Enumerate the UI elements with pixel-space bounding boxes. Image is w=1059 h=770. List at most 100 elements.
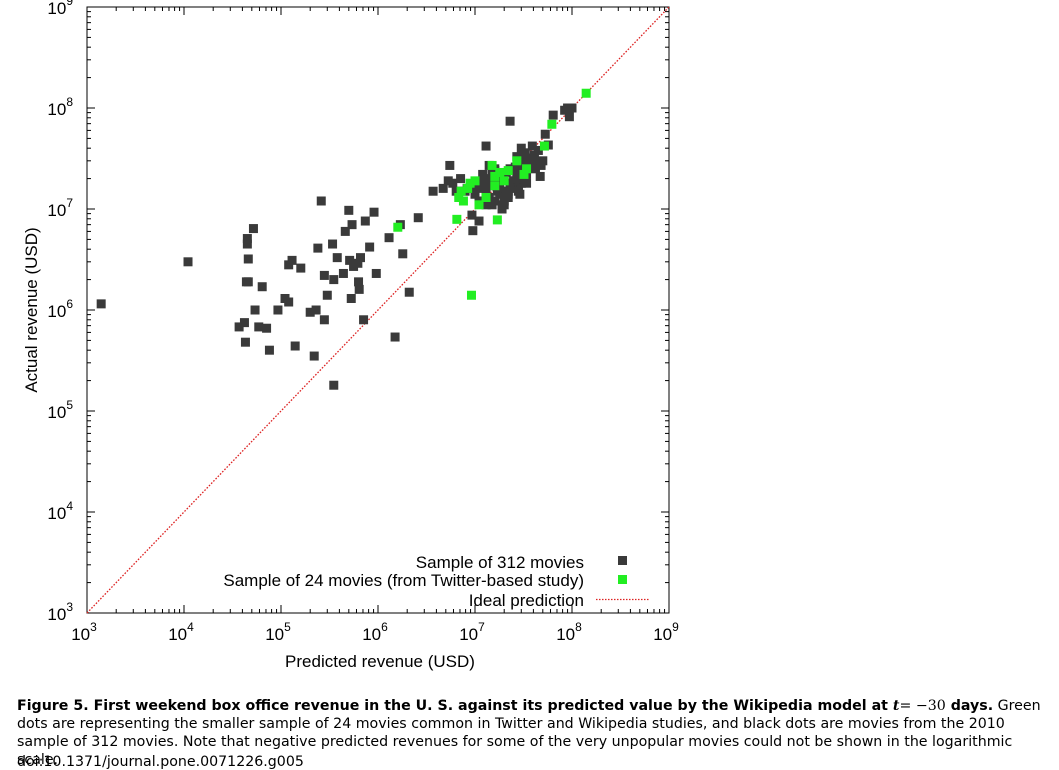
data-point-sample-312 <box>484 181 494 191</box>
data-point-sample-312 <box>340 226 350 236</box>
data-point-sample-312 <box>242 239 252 249</box>
data-point-sample-312 <box>329 275 339 285</box>
data-point-sample-312 <box>513 174 523 184</box>
data-point-sample-24 <box>463 183 473 193</box>
figure-caption: Figure 5. First weekend box office reven… <box>17 697 1053 769</box>
y-axis-label: Actual revenue (USD) <box>22 227 41 392</box>
data-point-sample-312 <box>467 210 477 220</box>
legend-label-sample-24: Sample of 24 movies (from Twitter-based … <box>223 571 584 590</box>
doi-link[interactable]: doi:10.1371/journal.pone.0071226.g005 <box>17 754 304 770</box>
data-point-sample-312 <box>404 287 414 297</box>
legend: Sample of 312 movies Sample of 24 movies… <box>223 553 650 610</box>
data-point-sample-312 <box>250 305 260 315</box>
data-point-sample-312 <box>509 166 519 176</box>
data-point-sample-24 <box>490 171 500 181</box>
y-tick-label: 106 <box>47 297 73 321</box>
data-point-sample-312 <box>313 243 323 253</box>
data-point-sample-312 <box>474 216 484 226</box>
data-point-sample-24 <box>512 156 522 166</box>
data-point-sample-24 <box>458 196 468 206</box>
data-point-sample-24 <box>487 160 497 170</box>
data-point-sample-312 <box>538 156 548 166</box>
data-point-sample-312 <box>240 337 250 347</box>
data-point-sample-312 <box>548 110 558 120</box>
data-point-sample-24 <box>522 164 532 174</box>
data-point-sample-312 <box>456 174 466 184</box>
data-point-sample-312 <box>523 153 533 163</box>
data-point-sample-312 <box>530 164 540 174</box>
data-point-sample-312 <box>262 323 272 333</box>
x-axis-label: Predicted revenue (USD) <box>285 652 475 671</box>
data-point-sample-312 <box>516 143 526 153</box>
legend-label-ideal-prediction: Ideal prediction <box>469 591 584 610</box>
data-point-sample-312 <box>513 186 523 196</box>
caption-title-suffix: days. <box>945 698 994 714</box>
data-point-sample-312 <box>522 178 532 188</box>
data-point-sample-312 <box>516 178 526 188</box>
series-sample-24-movies <box>393 88 591 300</box>
data-point-sample-24 <box>495 167 505 177</box>
data-point-sample-312 <box>346 293 356 303</box>
legend-label-sample-312: Sample of 312 movies <box>416 553 584 572</box>
caption-equation: = −30 <box>899 698 946 714</box>
data-point-sample-312 <box>287 255 297 265</box>
y-tick-label: 104 <box>47 499 73 523</box>
data-point-sample-312 <box>371 268 381 278</box>
data-point-sample-312 <box>497 204 507 214</box>
data-point-sample-312 <box>305 307 315 317</box>
data-point-sample-24 <box>581 88 591 98</box>
data-point-sample-312 <box>428 186 438 196</box>
legend-marker-sample-24 <box>618 575 627 584</box>
data-point-sample-24 <box>547 119 557 129</box>
data-point-sample-312 <box>505 183 515 193</box>
x-tick-label: 106 <box>362 620 388 644</box>
data-point-sample-312 <box>345 255 355 265</box>
data-point-sample-312 <box>503 192 513 202</box>
data-point-sample-24 <box>474 200 484 210</box>
data-point-sample-312 <box>284 297 294 307</box>
data-point-sample-312 <box>497 186 507 196</box>
data-point-sample-312 <box>311 305 321 315</box>
data-point-sample-312 <box>183 257 193 267</box>
data-point-sample-312 <box>478 181 488 191</box>
data-point-sample-312 <box>564 112 574 122</box>
data-point-sample-312 <box>365 242 375 252</box>
data-point-sample-312 <box>505 116 515 126</box>
data-point-sample-312 <box>360 216 370 226</box>
data-point-sample-312 <box>296 263 306 273</box>
data-point-sample-312 <box>254 322 264 332</box>
data-point-sample-312 <box>359 315 369 325</box>
data-point-sample-312 <box>338 268 348 278</box>
data-point-sample-312 <box>243 254 253 264</box>
data-point-sample-24 <box>456 186 466 196</box>
ideal-prediction-diagonal <box>86 6 670 614</box>
x-tick-label: 107 <box>459 620 485 644</box>
data-point-sample-312 <box>248 224 258 234</box>
data-point-sample-312 <box>257 282 267 292</box>
data-point-sample-312 <box>438 183 448 193</box>
data-point-sample-312 <box>96 299 106 309</box>
data-point-sample-312 <box>536 160 546 170</box>
x-tick-label: 103 <box>71 620 97 644</box>
y-tick-label: 103 <box>47 600 73 624</box>
data-point-sample-312 <box>354 284 364 294</box>
data-point-sample-312 <box>344 205 354 215</box>
data-point-sample-312 <box>443 176 453 186</box>
data-point-sample-312 <box>384 233 394 243</box>
data-point-sample-312 <box>241 277 251 287</box>
data-point-sample-312 <box>290 341 300 351</box>
data-point-sample-312 <box>355 253 365 263</box>
ideal-prediction-line <box>86 6 670 614</box>
x-tick-label: 105 <box>265 620 291 644</box>
data-point-sample-24 <box>465 178 475 188</box>
data-point-sample-24 <box>481 192 491 202</box>
legend-marker-sample-312 <box>618 556 627 565</box>
data-point-sample-312 <box>529 150 539 160</box>
data-point-sample-312 <box>309 351 319 361</box>
data-point-sample-312 <box>481 141 491 151</box>
data-point-sample-312 <box>264 345 274 355</box>
caption-variable-t: t <box>892 698 900 714</box>
y-tick-label: 108 <box>47 95 73 119</box>
